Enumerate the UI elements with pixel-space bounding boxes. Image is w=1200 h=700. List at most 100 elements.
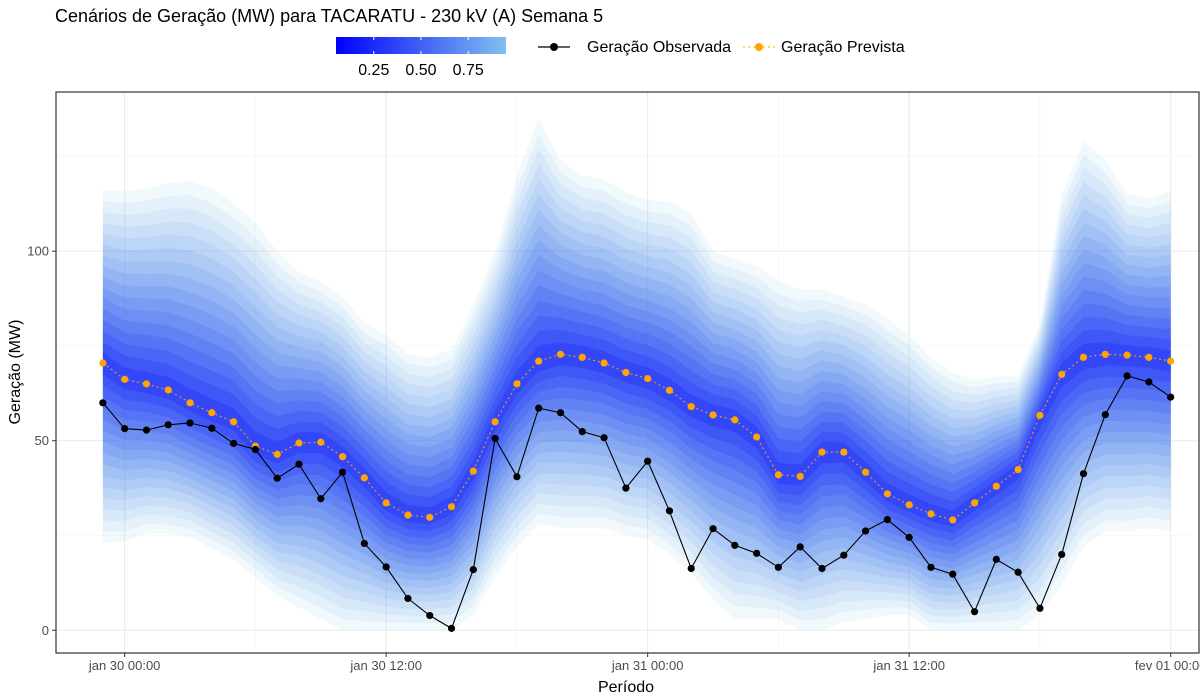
x-tick-label: jan 30 12:00 xyxy=(349,658,422,673)
forecast-point xyxy=(1167,357,1175,365)
forecast-point xyxy=(535,357,543,365)
colorbar-tick-label: 0.50 xyxy=(405,62,436,79)
forecast-point xyxy=(121,375,129,383)
observed-point xyxy=(709,525,717,533)
scenario-band-layer xyxy=(102,315,1171,541)
legend-observed: Geração Observada xyxy=(538,39,731,56)
legend-observed-marker xyxy=(550,43,558,51)
observed-point xyxy=(774,563,783,571)
legend-forecast: Geração Prevista xyxy=(743,39,905,56)
scenario-band-layer xyxy=(102,164,1171,610)
observed-point xyxy=(535,404,543,412)
forecast-point xyxy=(774,471,783,479)
observed-point xyxy=(796,543,804,551)
observed-point xyxy=(491,434,499,443)
colorbar-tick-label: 0.75 xyxy=(453,62,484,79)
scenario-band-layer xyxy=(102,148,1171,617)
chart-title: Cenários de Geração (MW) para TACARATU -… xyxy=(55,6,603,26)
scenario-band-layer xyxy=(102,300,1171,548)
observed-point xyxy=(426,611,434,620)
observed-series-line xyxy=(102,375,1172,630)
forecast-point xyxy=(1014,465,1022,474)
observed-point xyxy=(142,426,151,434)
forecast-point xyxy=(731,416,739,424)
observed-point xyxy=(1036,604,1044,612)
observed-point xyxy=(883,515,891,524)
observed-point xyxy=(99,399,107,407)
observed-point xyxy=(731,541,739,549)
y-axis: 0 50 100 xyxy=(27,244,56,638)
observed-point xyxy=(753,549,761,557)
forecast-point xyxy=(949,516,957,524)
observed-point xyxy=(1145,378,1153,386)
forecast-series-line xyxy=(102,353,1171,521)
forecast-point xyxy=(404,511,412,519)
forecast-point xyxy=(861,468,870,476)
observed-point xyxy=(338,468,347,476)
scenario-band-layer xyxy=(102,224,1171,582)
forecast-point xyxy=(1079,353,1088,361)
forecast-point xyxy=(317,438,325,446)
observed-point xyxy=(164,421,172,429)
observed-point xyxy=(1014,568,1022,576)
legend: 0.25 0.50 0.75 Geração Observada Geração P… xyxy=(336,37,905,79)
observed-point xyxy=(578,428,586,436)
observed-point xyxy=(840,551,848,559)
observed-point xyxy=(1101,410,1109,419)
forecast-point xyxy=(295,439,303,447)
scenario-band-layer xyxy=(102,179,1171,603)
forecast-point xyxy=(338,453,347,461)
observed-point xyxy=(469,566,477,574)
observed-point xyxy=(665,507,674,515)
forecast-point xyxy=(578,353,586,361)
forecast-point xyxy=(622,368,630,377)
scenario-band-layer xyxy=(102,194,1171,596)
scenario-band-layer xyxy=(102,330,1171,534)
scenario-band-layer xyxy=(102,239,1171,576)
observed-point xyxy=(404,594,412,603)
grid xyxy=(56,92,1199,653)
forecast-point xyxy=(709,411,717,419)
forecast-point xyxy=(992,482,1000,490)
forecast-point xyxy=(556,350,565,358)
forecast-point xyxy=(600,359,608,367)
forecast-point xyxy=(905,501,913,509)
x-axis-title: Período xyxy=(598,679,654,696)
colorbar-gradient xyxy=(336,37,506,54)
observed-point xyxy=(230,439,238,447)
observed-point xyxy=(186,419,194,427)
forecast-point xyxy=(927,510,935,518)
observed-point xyxy=(1167,393,1175,401)
observed-point xyxy=(949,570,957,578)
forecast-point xyxy=(513,380,521,388)
plot-panel-border xyxy=(55,91,1200,654)
scenario-band-layer xyxy=(102,133,1171,624)
forecast-point xyxy=(840,448,848,456)
observed-point xyxy=(1058,550,1066,559)
observed-point xyxy=(644,457,652,465)
forecast-point xyxy=(273,450,281,458)
observed-point xyxy=(208,424,216,432)
observed-point xyxy=(687,564,695,573)
forecast-point xyxy=(1101,350,1109,358)
y-tick-label: 50 xyxy=(35,433,49,448)
observed-point xyxy=(121,425,129,433)
forecast-point xyxy=(360,474,368,482)
observed-point xyxy=(556,409,565,417)
observed-point xyxy=(1123,372,1131,380)
forecast-point xyxy=(796,472,804,480)
forecast-point xyxy=(142,380,151,388)
scenario-band-layer xyxy=(102,342,1171,527)
y-tick-label: 100 xyxy=(27,244,49,259)
forecast-point xyxy=(644,374,652,383)
observed-point xyxy=(251,445,259,454)
x-axis: jan 30 00:00 jan 30 12:00 jan 31 00:00 jan … xyxy=(88,653,1200,673)
forecast-point xyxy=(469,467,477,475)
observed-point xyxy=(970,608,979,616)
x-tick-label: jan 30 00:00 xyxy=(88,658,161,673)
observed-point xyxy=(382,563,390,571)
observed-point xyxy=(1079,470,1088,478)
observed-point xyxy=(905,533,913,541)
colorbar-tick-label: 0.25 xyxy=(358,62,389,79)
